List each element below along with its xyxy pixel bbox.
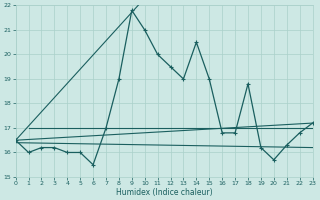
X-axis label: Humidex (Indice chaleur): Humidex (Indice chaleur) bbox=[116, 188, 212, 197]
